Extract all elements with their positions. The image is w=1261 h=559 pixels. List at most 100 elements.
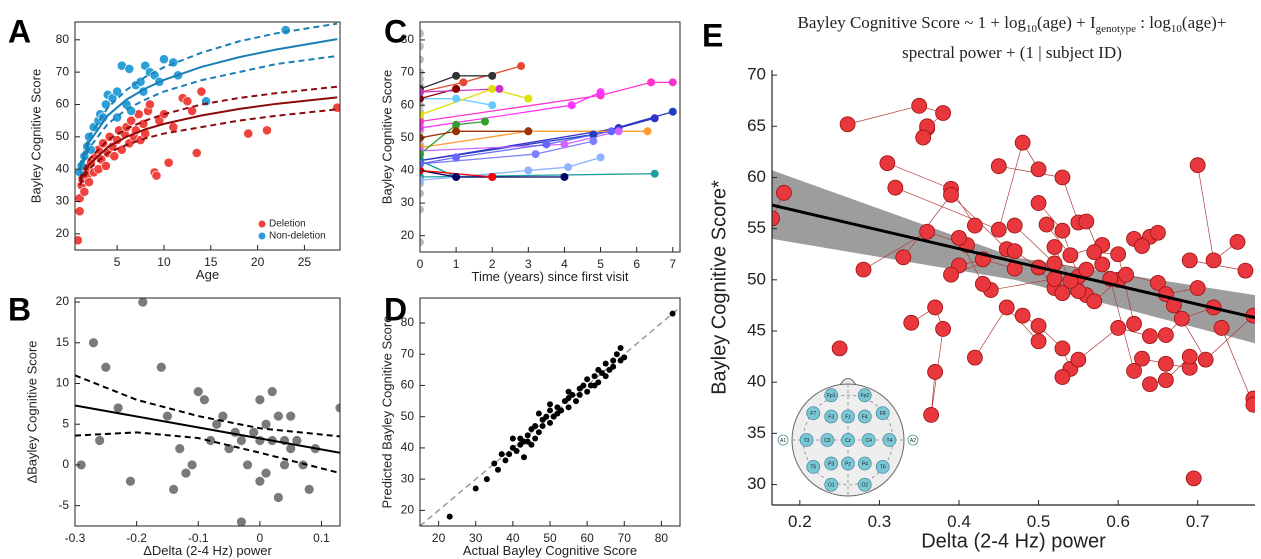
y-tick-label: 55 <box>747 218 766 237</box>
x-tick-label: 20 <box>432 531 446 545</box>
point <box>1157 355 1174 372</box>
x-tick-label: 3 <box>525 257 532 271</box>
y-tick-label: -5 <box>58 498 69 512</box>
y-tick-label: 50 <box>401 130 415 144</box>
point <box>420 176 424 185</box>
x-tick-label: -0.2 <box>126 531 147 545</box>
point <box>459 78 468 87</box>
point <box>621 354 628 361</box>
point <box>535 429 542 436</box>
electrode <box>857 456 872 471</box>
x-tick-label: 5 <box>114 255 121 269</box>
point <box>573 398 579 405</box>
point <box>584 388 591 395</box>
point <box>98 138 108 149</box>
electrode <box>857 409 872 424</box>
point <box>1189 157 1206 174</box>
point <box>1237 262 1254 279</box>
point <box>205 435 216 446</box>
x-tick-label: 0.3 <box>868 512 892 531</box>
point <box>420 238 424 247</box>
x-tick-label: 30 <box>469 531 483 545</box>
point <box>481 117 489 126</box>
x-tick-label: 20 <box>251 255 265 269</box>
point <box>187 460 197 470</box>
point <box>446 513 453 520</box>
point <box>1197 351 1214 368</box>
point <box>298 460 308 470</box>
fit-line <box>78 38 338 170</box>
point <box>669 310 676 317</box>
electrode <box>875 459 890 474</box>
electrode-label: F3 <box>828 414 834 420</box>
point <box>255 395 265 405</box>
panel-letter: B <box>8 291 31 327</box>
point <box>488 172 497 181</box>
x-tick-label: 70 <box>618 531 632 545</box>
x-tick-label: -0.3 <box>65 531 86 545</box>
point <box>420 29 424 38</box>
x-axis-label: Age <box>196 267 219 282</box>
y-tick-label: 20 <box>56 294 70 308</box>
point <box>607 127 616 136</box>
point <box>1245 396 1255 413</box>
electrode <box>861 433 876 447</box>
y-tick-label: 10 <box>56 376 70 390</box>
plot-area <box>75 298 340 526</box>
point <box>175 444 185 454</box>
point <box>236 435 246 446</box>
electrode-label: P3 <box>828 461 834 467</box>
y-tick-label: 60 <box>56 97 70 111</box>
point <box>610 363 617 370</box>
point <box>255 476 265 486</box>
y-tick-label: 40 <box>747 372 766 391</box>
point <box>506 451 513 458</box>
electrode-label: A2 <box>910 438 916 444</box>
point <box>292 435 302 446</box>
point <box>472 485 479 492</box>
point <box>267 387 277 397</box>
title-part: spectral power + (1 | subject ID) <box>902 43 1122 62</box>
identity-line <box>420 306 680 526</box>
point <box>1030 195 1047 211</box>
point <box>151 170 162 181</box>
point <box>839 116 856 133</box>
trajectory <box>420 130 612 165</box>
point <box>542 140 551 149</box>
legend-label: Deletion <box>269 219 306 230</box>
x-tick-label: 25 <box>298 255 312 269</box>
point <box>1054 169 1071 186</box>
electrode <box>806 406 821 421</box>
y-tick-label: 60 <box>747 167 766 186</box>
x-axis-label: Time (years) since first visit <box>472 269 629 284</box>
electrode <box>857 477 872 492</box>
point <box>513 448 520 455</box>
point <box>1110 246 1127 263</box>
point <box>452 127 461 136</box>
point <box>420 189 424 198</box>
point <box>159 54 169 65</box>
title-part: : log <box>1136 13 1171 32</box>
point <box>126 115 137 126</box>
x-tick-label: -0.1 <box>188 531 209 545</box>
point <box>1173 310 1190 327</box>
point <box>1150 274 1166 291</box>
y-axis-label: Bayley Cognitive Score* <box>708 180 730 395</box>
point <box>279 460 290 470</box>
point <box>218 411 228 421</box>
y-axis-label: ΔBayley Cognitive Score <box>24 340 39 483</box>
y-tick-label: 0 <box>62 457 69 471</box>
point <box>990 221 1007 238</box>
point <box>1078 213 1095 230</box>
panel-letter: E <box>702 17 723 53</box>
electrode <box>824 409 839 424</box>
electrode <box>820 433 835 447</box>
x-tick-label: 0.4 <box>947 512 971 531</box>
head-inset: Fp1 Fp2 F7 F3 Fz F4 F8 T3 C3 Cz C4 T4 T5 P3 Pz P4 T6 O1 O2… <box>777 378 919 497</box>
fit-line <box>78 22 338 167</box>
trajectory <box>420 130 529 139</box>
point <box>576 391 583 398</box>
point <box>1062 247 1079 264</box>
point <box>420 117 424 126</box>
electrode <box>777 434 789 446</box>
